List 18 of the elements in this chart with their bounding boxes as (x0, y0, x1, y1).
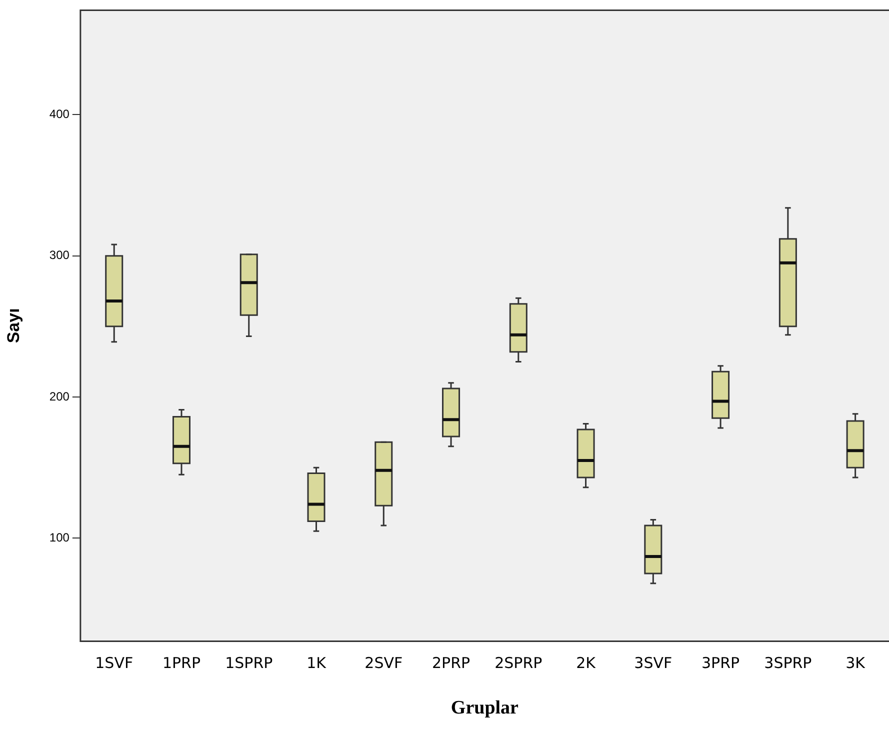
x-tick-label: 2SVF (364, 654, 403, 672)
x-tick-label: 1PRP (162, 654, 201, 672)
x-tick-label: 1SPRP (225, 654, 273, 672)
x-tick-label: 1K (306, 654, 328, 672)
x-tick-label: 3K (846, 654, 866, 672)
x-tick-label: 2K (576, 654, 597, 672)
x-axis-title: Gruplar (450, 698, 520, 719)
x-tick-label: 3PRP (702, 654, 740, 672)
y-tick-label: 100 (49, 530, 70, 544)
y-axis-title: Sayı (4, 308, 23, 344)
x-tick-label: 2SPRP (494, 654, 542, 672)
y-tick-label: 300 (49, 248, 70, 262)
x-tick-label: 1SVF (95, 654, 134, 672)
x-tick-label: 3SVF (634, 654, 672, 672)
x-tick-label: 2PRP (432, 654, 470, 672)
y-tick-label: 200 (49, 389, 70, 404)
y-tick-label: 400 (49, 106, 70, 121)
x-tick-label: 3SPRP (764, 654, 812, 672)
